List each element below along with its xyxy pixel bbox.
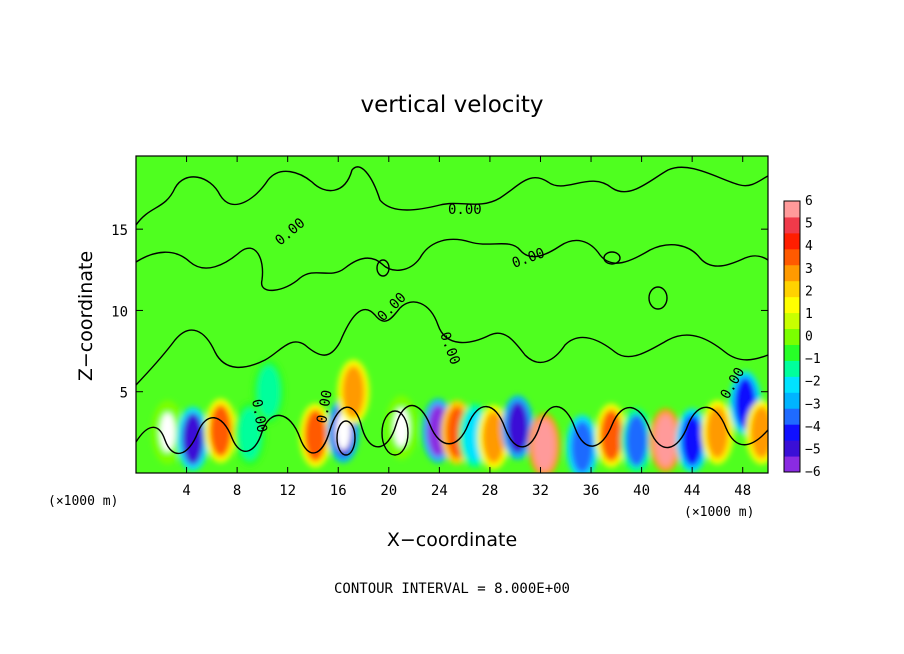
colorbar-swatch [784,424,800,441]
x-tick-label: 20 [380,483,397,499]
x-tick-label: 28 [481,483,498,499]
y-tick-label: 10 [111,304,128,320]
contour-line-lower [136,301,768,386]
colorbar-swatch [784,408,800,425]
contour-loop-b [336,420,356,456]
field-cell [706,406,729,459]
colorbar-tick-label: −4 [805,420,821,435]
colorbar-tick-label: 4 [805,239,813,254]
x-tick-label: 4 [182,483,190,499]
colorbar-swatch [784,344,800,361]
colorbar-tick-label: 0 [805,330,813,345]
y-axis-label: Z−coordinate [75,251,97,381]
x-tick-label: 24 [431,483,448,499]
contour-lines [136,166,768,456]
x-tick-label: 36 [583,483,600,499]
colorbar-tick-label: 5 [805,217,813,232]
field-cell [750,406,768,459]
colorbar-swatch [784,456,800,473]
colorbar-tick-label: 3 [805,262,813,277]
contour-line-middle [136,238,768,292]
colorbar-frame [783,200,801,473]
field-cell [342,365,365,418]
contour-loop-d [376,259,390,277]
colorbar-swatch [784,360,800,377]
x-tick-label: 44 [684,483,701,499]
y-tick-label: 5 [120,386,128,402]
x-unit-label: (×1000 m) [48,494,118,509]
field-cell [681,414,704,467]
field-cell [625,414,648,467]
contour-loop-e [603,251,621,265]
colorbar-tick-label: −5 [805,442,821,457]
colorbar-tick-label: −2 [805,375,821,390]
x-tick-label: 16 [330,483,347,499]
colorbar-tick-label: −1 [805,352,821,367]
colorbar-swatch [784,201,800,218]
contour-interval-note: CONTOUR INTERVAL = 8.000E+00 [334,581,570,597]
colorbar-tick-label: −6 [805,465,821,480]
field-cell [257,365,280,418]
y-tick-label: 15 [111,223,128,239]
field-cell [654,414,677,467]
colorbar-swatch [784,216,800,234]
colorbar-swatch [784,248,800,266]
velocity-field [151,359,768,473]
field-cell [571,420,594,473]
colorbar-swatch [784,232,800,250]
x-axis: 4 8 12 16 20 24 28 32 36 40 44 48 [182,156,751,499]
plot-area: 0.00 0.00 0.00 0.00 0.00 0.00 0.00 0.00 [136,156,768,473]
x-tick-label: 8 [233,483,241,499]
contour-loop-c [648,286,668,310]
colorbar-swatch [784,312,800,330]
colorbar-swatch [784,440,800,457]
contour-label: 0.00 [314,389,336,425]
field-cell-saturated [393,407,410,447]
x-tick-label: 48 [734,483,751,499]
contour-line-near-ground [136,404,768,455]
x-tick-label: 12 [279,483,296,499]
colorbar-swatch [784,280,800,298]
field-cell-saturated [159,412,176,452]
field-cell [181,412,204,465]
field-cell [600,409,623,462]
contour-loop-a [381,410,409,456]
contour-label: 0.00 [248,398,270,434]
field-cell [533,419,556,472]
contour-line-upper [136,166,768,226]
colorbar: 6 5 4 3 2 1 0 −1 −2 −3 −4 −5 −6 [784,194,821,480]
field-cell [482,411,505,464]
x-tick-label: 40 [633,483,650,499]
colorbar-swatch [784,296,800,314]
contour-label: 0.00 [448,202,482,218]
colorbar-tick-label: 6 [805,194,813,209]
x-tick-label: 32 [532,483,549,499]
colorbar-swatch [784,376,800,393]
colorbar-swatch [784,392,800,409]
colorbar-tick-label: 1 [805,307,813,322]
colorbar-swatch [784,264,800,282]
chart-title: vertical velocity [361,92,544,118]
z-unit-label: (×1000 m) [684,505,754,520]
colorbar-tick-label: −3 [805,397,821,412]
x-axis-label: X−coordinate [387,529,517,551]
colorbar-swatch [784,328,800,345]
y-axis: 5 10 15 [111,223,768,402]
plot-frame [135,155,769,474]
colorbar-tick-label: 2 [805,284,813,299]
